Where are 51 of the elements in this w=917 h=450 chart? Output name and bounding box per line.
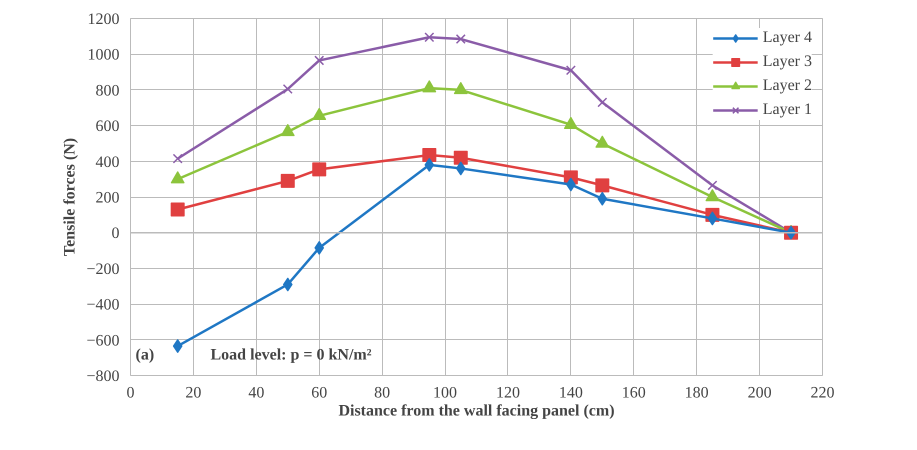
- x-tick-label: 140: [558, 384, 583, 402]
- point: [566, 65, 576, 76]
- point: [280, 174, 295, 188]
- x-tick-label: 80: [374, 384, 390, 402]
- y-tick-label: −400: [86, 296, 120, 314]
- point: [282, 84, 293, 94]
- y-tick-label: 1000: [88, 46, 120, 64]
- point: [172, 339, 183, 354]
- x-tick-label: 220: [810, 384, 834, 402]
- legend-label: Layer 2: [762, 77, 812, 95]
- y-tick-label: 0: [112, 225, 120, 242]
- y-axis-title: Tensile forces (N): [61, 138, 78, 256]
- x-tick-label: 20: [185, 384, 202, 402]
- point: [314, 55, 324, 66]
- y-tick-label: 1200: [88, 11, 120, 28]
- x-tick-label: 120: [496, 384, 520, 402]
- point: [170, 202, 185, 216]
- point: [424, 158, 434, 172]
- point: [454, 150, 468, 165]
- point: [597, 97, 608, 108]
- legend-label: Layer 1: [762, 101, 812, 119]
- y-tick-label: −800: [86, 368, 120, 385]
- x-axis-title: Distance from the wall facing panel (cm): [338, 402, 615, 420]
- point: [282, 277, 293, 292]
- point: [422, 148, 436, 162]
- x-tick-label: 60: [311, 384, 328, 402]
- x-tick-label: 40: [248, 384, 264, 402]
- y-tick-label: −200: [86, 260, 120, 278]
- x-tick-label: 100: [433, 384, 458, 402]
- point: [595, 178, 610, 192]
- annotation: Load level: p = 0 kN/m²: [210, 346, 372, 364]
- x-tick-label: 160: [622, 384, 646, 402]
- point: [314, 240, 324, 255]
- point: [597, 192, 608, 206]
- legend-label: Layer 3: [762, 53, 812, 71]
- point: [456, 161, 466, 176]
- point: [707, 180, 718, 190]
- y-tick-label: −600: [86, 332, 120, 350]
- point: [424, 32, 434, 42]
- y-tick-label: 200: [96, 190, 120, 206]
- x-tick-label: 200: [748, 384, 772, 402]
- x-tick-label: 0: [126, 384, 134, 402]
- y-tick-label: 400: [96, 154, 120, 171]
- point: [456, 34, 466, 44]
- legend-label: Layer 4: [762, 29, 812, 47]
- point: [312, 162, 326, 176]
- point: [172, 154, 183, 164]
- y-tick-label: 600: [96, 118, 120, 136]
- x-tick-label: 180: [684, 384, 709, 402]
- y-tick-label: 800: [96, 82, 120, 100]
- annotation: (a): [136, 346, 154, 364]
